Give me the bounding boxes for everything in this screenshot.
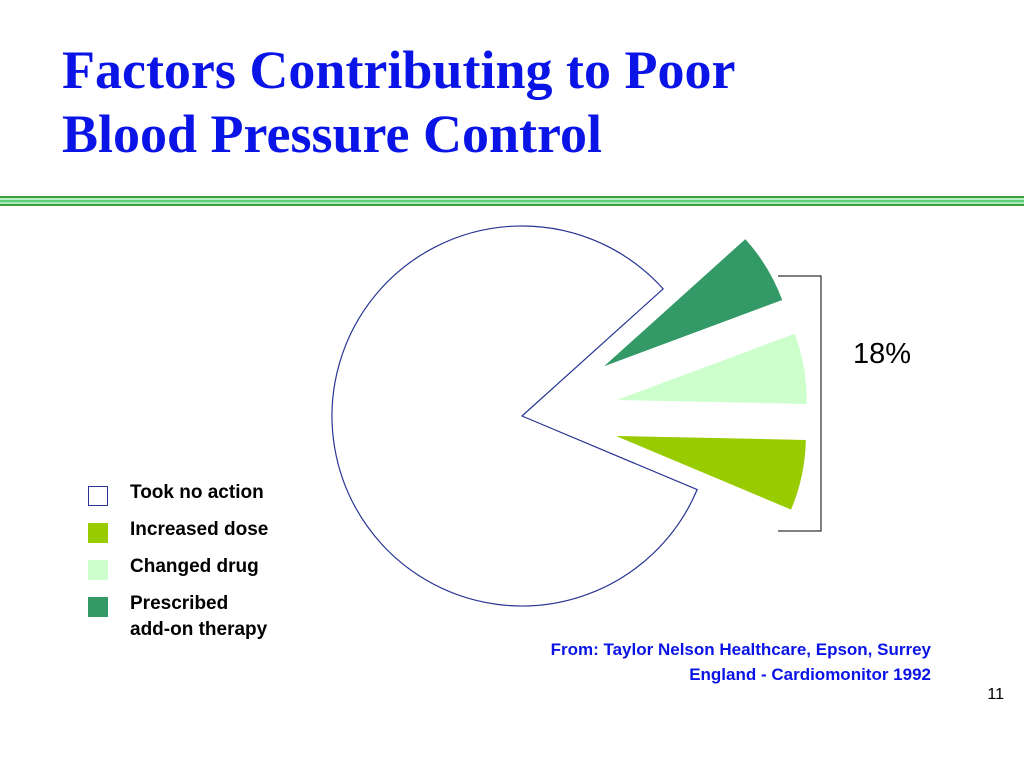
pie-slice-took-no-action [331,225,698,607]
pie-slice-prescribed-add-on-therapy [604,239,783,367]
source-line-1: From: Taylor Nelson Healthcare, Epson, S… [550,640,931,659]
pie-slice-increased-dose [615,435,806,510]
legend-swatch-changed-drug [88,560,108,580]
bracket-percentage-label: 18% [853,338,912,370]
source-line-2: England - Cardiomonitor 1992 [689,665,931,684]
title-divider [0,196,1024,206]
slide-title-line-2: Blood Pressure Control [62,104,603,164]
legend-label-increased-dose: Increased dose [130,519,269,540]
group-bracket [778,275,822,532]
page-number: 11 [987,686,1004,703]
legend-swatch-add-on-therapy [88,597,108,617]
legend-label-add-on-therapy: Prescribed add-on therapy [130,593,268,640]
legend-label-changed-drug: Changed drug [130,556,259,577]
legend-swatch-increased-dose [88,523,108,543]
legend-label-took-no-action: Took no action [130,482,264,503]
source-citation: From: Taylor Nelson Healthcare, Epson, S… [551,637,931,687]
slide-title: Factors Contributing to Poor Blood Press… [62,38,962,166]
pie-slice-changed-drug [616,333,807,404]
slide-title-line-1: Factors Contributing to Poor [62,40,736,100]
legend-swatch-took-no-action [88,486,108,506]
